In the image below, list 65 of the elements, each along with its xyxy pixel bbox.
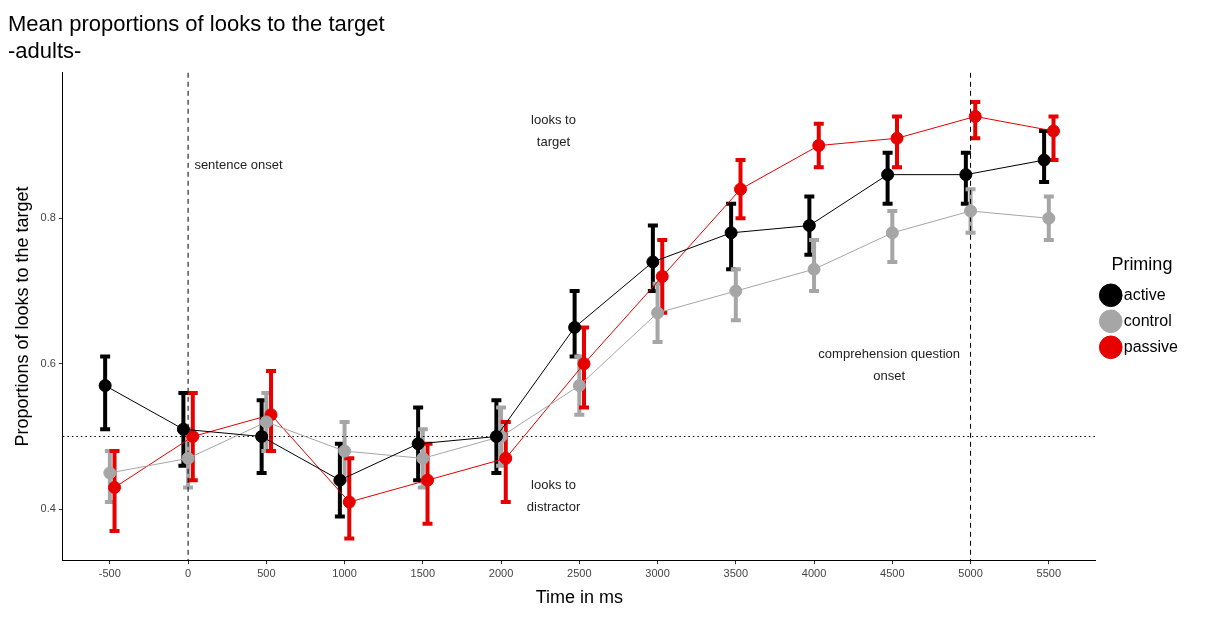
point [881, 168, 895, 182]
x-tick-label: 2500 [567, 566, 592, 579]
point [186, 430, 200, 444]
point [802, 219, 816, 233]
annotation: comprehension question onset [818, 345, 961, 383]
x-tick-label: 4000 [801, 566, 827, 579]
point [1047, 124, 1060, 138]
point [734, 182, 748, 196]
point [968, 109, 982, 123]
point [959, 168, 973, 182]
point [729, 284, 743, 298]
x-axis-title: Time in ms [535, 587, 623, 608]
point [568, 320, 582, 334]
point [807, 262, 821, 276]
point [411, 437, 425, 451]
legend-label: passive [1123, 337, 1179, 355]
point [108, 480, 122, 494]
y-tick-label: 0.8 [40, 211, 56, 224]
x-tick-label: -500 [98, 566, 121, 579]
x-tick-label: 3000 [645, 566, 670, 579]
point [1042, 211, 1056, 225]
point [259, 415, 273, 429]
point [489, 430, 503, 444]
point [421, 473, 435, 487]
point [176, 422, 190, 436]
x-tick-label: 5000 [958, 566, 983, 579]
point [646, 255, 660, 269]
x-tick-label: 4500 [880, 566, 905, 579]
point [651, 306, 665, 320]
y-tick-label: 0.4 [40, 502, 56, 515]
x-tick-label: 1000 [332, 566, 357, 579]
chart-title: Mean proportions of looks to the target [8, 11, 385, 37]
point [724, 226, 738, 240]
legend-label: active [1123, 285, 1166, 303]
x-tick-label: 5500 [1036, 566, 1062, 579]
point [416, 451, 430, 465]
point [577, 357, 591, 371]
point [885, 226, 899, 240]
point [655, 269, 669, 283]
chart-subtitle: -adults- [8, 37, 82, 63]
y-axis-title: Proportions of looks to the target [11, 186, 32, 447]
legend-title: Priming [1111, 253, 1173, 274]
x-tick-label: 500 [257, 566, 276, 579]
point [338, 444, 352, 458]
y-tick-label: 0.6 [40, 356, 56, 369]
annotation: sentence onset [194, 156, 283, 172]
x-tick-label: 2000 [488, 566, 514, 579]
x-tick-label: 1500 [410, 566, 436, 579]
point [103, 466, 117, 480]
point [1037, 153, 1051, 167]
point [499, 451, 513, 465]
x-tick-label: 0 [185, 566, 192, 579]
annotation: looks to target [531, 111, 576, 149]
point [255, 430, 269, 444]
legend-label: control [1123, 311, 1172, 329]
point [964, 204, 978, 218]
annotation: looks to distractor [526, 477, 581, 515]
point [342, 495, 356, 509]
x-tick-label: 3500 [723, 566, 749, 579]
point [890, 131, 904, 145]
point [98, 379, 112, 393]
point [181, 451, 195, 465]
point [572, 379, 586, 393]
point [333, 473, 347, 487]
point [812, 139, 826, 153]
